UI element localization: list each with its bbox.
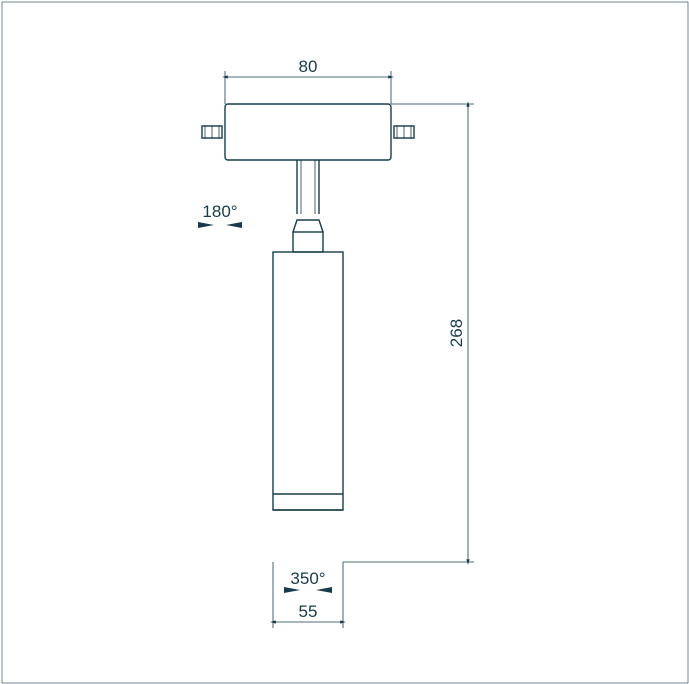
rotate-angle: 350° — [290, 569, 325, 588]
bracket — [293, 232, 323, 252]
tilt-arrow-left — [198, 222, 214, 228]
mount-pin-left — [202, 125, 222, 139]
dim-bottom-width: 55 — [299, 602, 318, 621]
body-cylinder — [273, 252, 343, 510]
tilt-angle: 180° — [202, 202, 237, 221]
joint-bracket — [293, 220, 323, 232]
dim-height: 268 — [447, 319, 466, 347]
dim-top-width: 80 — [299, 57, 318, 76]
tilt-arrow-right — [226, 222, 242, 228]
mount-box — [225, 104, 391, 160]
mount-pin-right — [394, 125, 414, 139]
